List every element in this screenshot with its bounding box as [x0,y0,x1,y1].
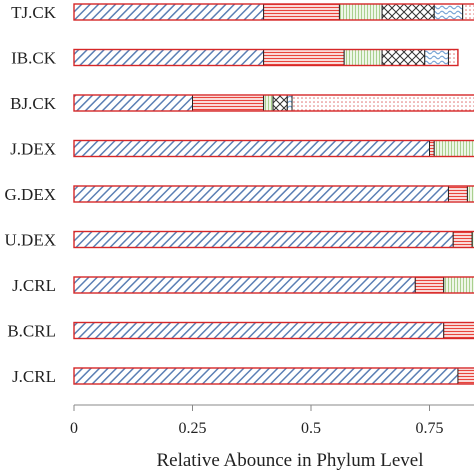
bar-segment [381,49,426,66]
bar-outline [73,230,474,249]
bar-segment [73,231,454,248]
bar-segment [286,94,293,112]
bar-segment [424,49,449,66]
bar-segment [73,49,265,66]
x-tick-label: 0.75 [416,420,444,437]
category-label: U.DEX [5,231,56,250]
bar-segment [263,49,345,66]
bar-outline [73,3,474,21]
bar-outline [73,321,474,340]
category-label: TJ.CK [11,3,57,22]
bar-outline [73,139,474,158]
bar-segment [452,231,473,248]
bar-segment [73,3,265,21]
category-label: G.DEX [5,185,56,204]
category-label: J.CRL [12,276,56,295]
category-labels: TJ.CK IB.CK BJ.CK J.DEX G.DEX U.DEX J.CRL B.CRL… [5,3,57,386]
bar-segment [73,367,459,385]
bars-layer [73,3,474,385]
bar-outline [73,48,459,67]
bar-segment [414,276,445,294]
x-axis-ticks: 0 0.25 0.5 0.75 [70,405,444,437]
bar-segment [192,94,265,112]
bar-segment [73,322,445,339]
category-label: IB.CK [11,49,57,68]
category-label: B.CRL [7,322,56,341]
bar-segment [343,49,383,66]
x-tick-label: 0.25 [179,420,207,437]
x-axis-title: Relative Abounce in Phylum Level [156,450,423,471]
bar-segment [433,3,464,21]
bar-segment [471,231,474,248]
bar-segment [433,140,474,157]
bar-outline [73,94,474,112]
bar-segment [466,185,474,203]
x-tick-label: 0 [70,420,78,437]
bar-segment [443,276,474,294]
bar-segment [263,94,274,112]
bar-outline [73,367,474,385]
bar-outline [73,276,474,294]
bar-segment [272,94,288,112]
bar-segment [291,94,474,112]
bar-segment [73,140,430,157]
bar-segment [457,367,474,385]
bar-outline [73,185,474,203]
x-tick-label: 0.5 [301,420,321,437]
bar-segment [447,185,468,203]
bar-segment [429,140,435,157]
bar-segment [73,276,416,294]
bar-segment [73,185,449,203]
category-label: J.DEX [10,140,56,159]
bar-segment [338,3,383,21]
bar-segment [443,322,474,339]
category-label: BJ.CK [10,94,57,113]
bar-segment [462,3,474,21]
bar-segment [73,94,193,112]
bar-segment [263,3,340,21]
category-label: J.CRL [12,367,56,386]
bar-segment [447,49,459,66]
bar-segment [381,3,435,21]
